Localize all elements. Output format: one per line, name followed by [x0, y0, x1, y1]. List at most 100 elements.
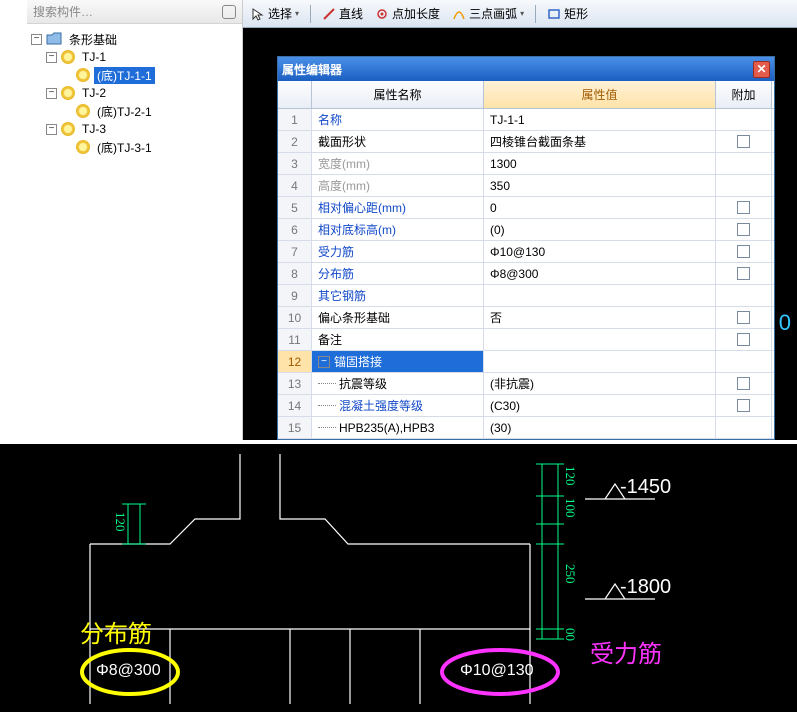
- row-number: 12: [278, 351, 312, 372]
- property-value[interactable]: [484, 351, 716, 372]
- property-extra: [716, 219, 772, 240]
- property-name: 宽度(mm): [312, 153, 484, 174]
- search-placeholder: 搜索构件…: [33, 3, 93, 20]
- tree-leaf-tj2-1[interactable]: (底)TJ-2-1: [31, 102, 238, 120]
- property-titlebar[interactable]: 属性编辑器 ✕: [278, 57, 774, 81]
- tree-line: [318, 405, 336, 406]
- row-number: 8: [278, 263, 312, 284]
- checkbox[interactable]: [737, 377, 750, 390]
- property-name-text: 宽度(mm): [318, 155, 370, 172]
- property-value[interactable]: [484, 329, 716, 350]
- checkbox[interactable]: [737, 399, 750, 412]
- point-length-button[interactable]: 点加长度: [371, 3, 444, 24]
- property-row[interactable]: 1 名称 TJ-1-1: [278, 109, 774, 131]
- property-extra: [716, 131, 772, 152]
- property-row[interactable]: 3 宽度(mm) 1300: [278, 153, 774, 175]
- close-button[interactable]: ✕: [753, 61, 770, 78]
- checkbox[interactable]: [737, 223, 750, 236]
- property-row[interactable]: 4高度(mm)350: [278, 175, 774, 197]
- row-number: 4: [278, 175, 312, 196]
- property-row[interactable]: 5相对偏心距(mm)0: [278, 197, 774, 219]
- label-shouli: 受力筋: [590, 634, 662, 669]
- property-value[interactable]: 0: [484, 197, 716, 218]
- checkbox[interactable]: [737, 245, 750, 258]
- property-name-text: 混凝土强度等级: [339, 397, 423, 414]
- property-value[interactable]: (30): [484, 417, 716, 438]
- collapse-icon[interactable]: −: [31, 34, 42, 45]
- tree-leaf-tj3-1[interactable]: (底)TJ-3-1: [31, 138, 238, 156]
- tree-node-tj3[interactable]: − TJ-3: [31, 120, 238, 138]
- gear-icon: [61, 50, 75, 64]
- property-name-text: HPB235(A),HPB3: [339, 421, 434, 435]
- checkbox[interactable]: [737, 333, 750, 346]
- property-name: 高度(mm): [312, 175, 484, 196]
- property-row[interactable]: 8分布筋Φ8@300: [278, 263, 774, 285]
- dropdown-icon[interactable]: ▾: [295, 9, 299, 18]
- property-value[interactable]: (0): [484, 219, 716, 240]
- row-number: 2: [278, 131, 312, 152]
- property-value[interactable]: 350: [484, 175, 716, 196]
- row-number: 14: [278, 395, 312, 416]
- collapse-icon[interactable]: −: [46, 52, 57, 63]
- dropdown-icon[interactable]: ▾: [520, 9, 524, 18]
- property-row[interactable]: 15HPB235(A),HPB3(30): [278, 417, 774, 439]
- property-row[interactable]: 2截面形状四棱锥台截面条基: [278, 131, 774, 153]
- property-value[interactable]: Φ10@130: [484, 241, 716, 262]
- tree-node-tj2[interactable]: − TJ-2: [31, 84, 238, 102]
- property-value[interactable]: (C30): [484, 395, 716, 416]
- collapse-icon[interactable]: −: [46, 124, 57, 135]
- property-row[interactable]: 9其它钢筋: [278, 285, 774, 307]
- search-bar[interactable]: 搜索构件…: [27, 0, 242, 24]
- property-extra: [716, 417, 772, 438]
- checkbox[interactable]: [737, 201, 750, 214]
- checkbox[interactable]: [737, 267, 750, 280]
- property-name-text: 相对偏心距(mm): [318, 199, 406, 216]
- select-button[interactable]: 选择 ▾: [247, 3, 303, 24]
- tree-root-row[interactable]: − 条形基础: [31, 30, 238, 48]
- property-row[interactable]: 13抗震等级(非抗震): [278, 373, 774, 395]
- row-number: 3: [278, 153, 312, 174]
- property-row[interactable]: 10偏心条形基础否: [278, 307, 774, 329]
- checkbox[interactable]: [737, 135, 750, 148]
- property-value[interactable]: [484, 285, 716, 306]
- property-row[interactable]: 12−锚固搭接: [278, 351, 774, 373]
- property-value[interactable]: (非抗震): [484, 373, 716, 394]
- property-title: 属性编辑器: [282, 61, 342, 78]
- property-name: 相对偏心距(mm): [312, 197, 484, 218]
- elevation-1: -1450: [620, 476, 671, 499]
- row-number: 1: [278, 109, 312, 130]
- collapse-icon[interactable]: −: [318, 356, 330, 368]
- property-value[interactable]: 1300: [484, 153, 716, 174]
- search-icon[interactable]: [222, 5, 236, 19]
- property-name: 混凝土强度等级: [312, 395, 484, 416]
- draw-toolbar: 选择 ▾ 直线 点加长度 三点画弧 ▾ 矩形: [243, 0, 797, 28]
- property-value[interactable]: 四棱锥台截面条基: [484, 131, 716, 152]
- rect-icon: [547, 7, 561, 21]
- header-value: 属性值: [484, 81, 716, 108]
- property-value[interactable]: Φ8@300: [484, 263, 716, 284]
- gear-icon: [76, 68, 90, 82]
- property-row[interactable]: 6相对底标高(m)(0): [278, 219, 774, 241]
- property-value[interactable]: 否: [484, 307, 716, 328]
- gear-icon: [61, 122, 75, 136]
- gear-icon: [76, 140, 90, 154]
- property-name: 抗震等级: [312, 373, 484, 394]
- property-row[interactable]: 14 混凝土强度等级 (C30): [278, 395, 774, 417]
- property-name-text: 名称: [318, 111, 342, 128]
- property-editor-window: 属性编辑器 ✕ 属性名称 属性值 附加 1名称TJ-1-12截面形状四棱锥台截面…: [277, 56, 775, 440]
- property-name: 名称: [312, 109, 484, 130]
- line-button[interactable]: 直线: [318, 3, 367, 24]
- property-value[interactable]: TJ-1-1: [484, 109, 716, 130]
- arc3-button[interactable]: 三点画弧 ▾: [448, 3, 528, 24]
- component-tree: − 条形基础 − TJ-1 (底)TJ-1-1 −: [27, 24, 242, 162]
- rect-button[interactable]: 矩形: [543, 3, 592, 24]
- rebar-10-130: Φ10@130: [460, 662, 534, 680]
- property-row[interactable]: 7受力筋Φ10@130: [278, 241, 774, 263]
- header-num: [278, 81, 312, 108]
- property-row[interactable]: 11备注: [278, 329, 774, 351]
- dim-120-right: 120: [562, 466, 578, 486]
- checkbox[interactable]: [737, 311, 750, 324]
- collapse-icon[interactable]: −: [46, 88, 57, 99]
- tree-node-tj1[interactable]: − TJ-1: [31, 48, 238, 66]
- tree-leaf-tj1-1[interactable]: (底)TJ-1-1: [31, 66, 238, 84]
